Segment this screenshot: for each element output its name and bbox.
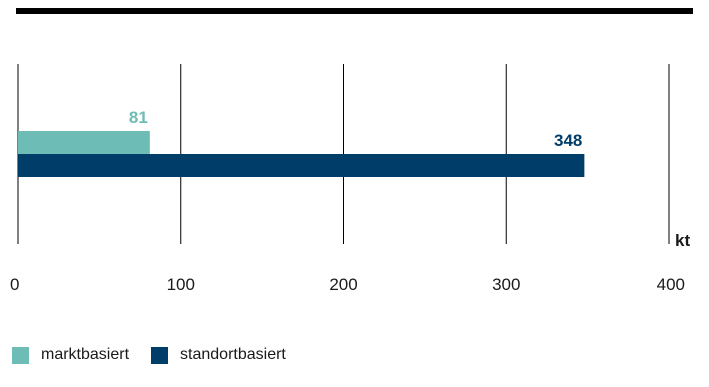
legend-swatch-standortbasiert — [151, 346, 169, 364]
x-axis-ticks: 0 100 200 300 400 — [10, 275, 685, 294]
legend-swatch-marktbasiert — [12, 346, 29, 364]
x-tick-label-100: 100 — [167, 275, 195, 294]
legend-item-marktbasiert: marktbasiert — [12, 346, 129, 364]
legend-label-marktbasiert: marktbasiert — [41, 346, 130, 363]
bar-marktbasiert — [18, 131, 150, 154]
x-axis-unit-label: kt — [675, 231, 690, 250]
bars: 81 348 — [18, 108, 585, 177]
top-rule — [16, 8, 693, 14]
x-tick-label-400: 400 — [657, 275, 685, 294]
x-tick-label-0: 0 — [10, 275, 19, 294]
legend-label-standortbasiert: standortbasiert — [180, 346, 286, 363]
data-label-marktbasiert: 81 — [129, 108, 148, 127]
bar-standortbasiert — [18, 154, 585, 177]
x-tick-label-200: 200 — [329, 275, 357, 294]
data-label-standortbasiert: 348 — [554, 131, 582, 150]
legend-item-standortbasiert: standortbasiert — [151, 346, 286, 364]
legend: marktbasiert standortbasiert — [12, 346, 308, 364]
x-tick-label-300: 300 — [492, 275, 520, 294]
